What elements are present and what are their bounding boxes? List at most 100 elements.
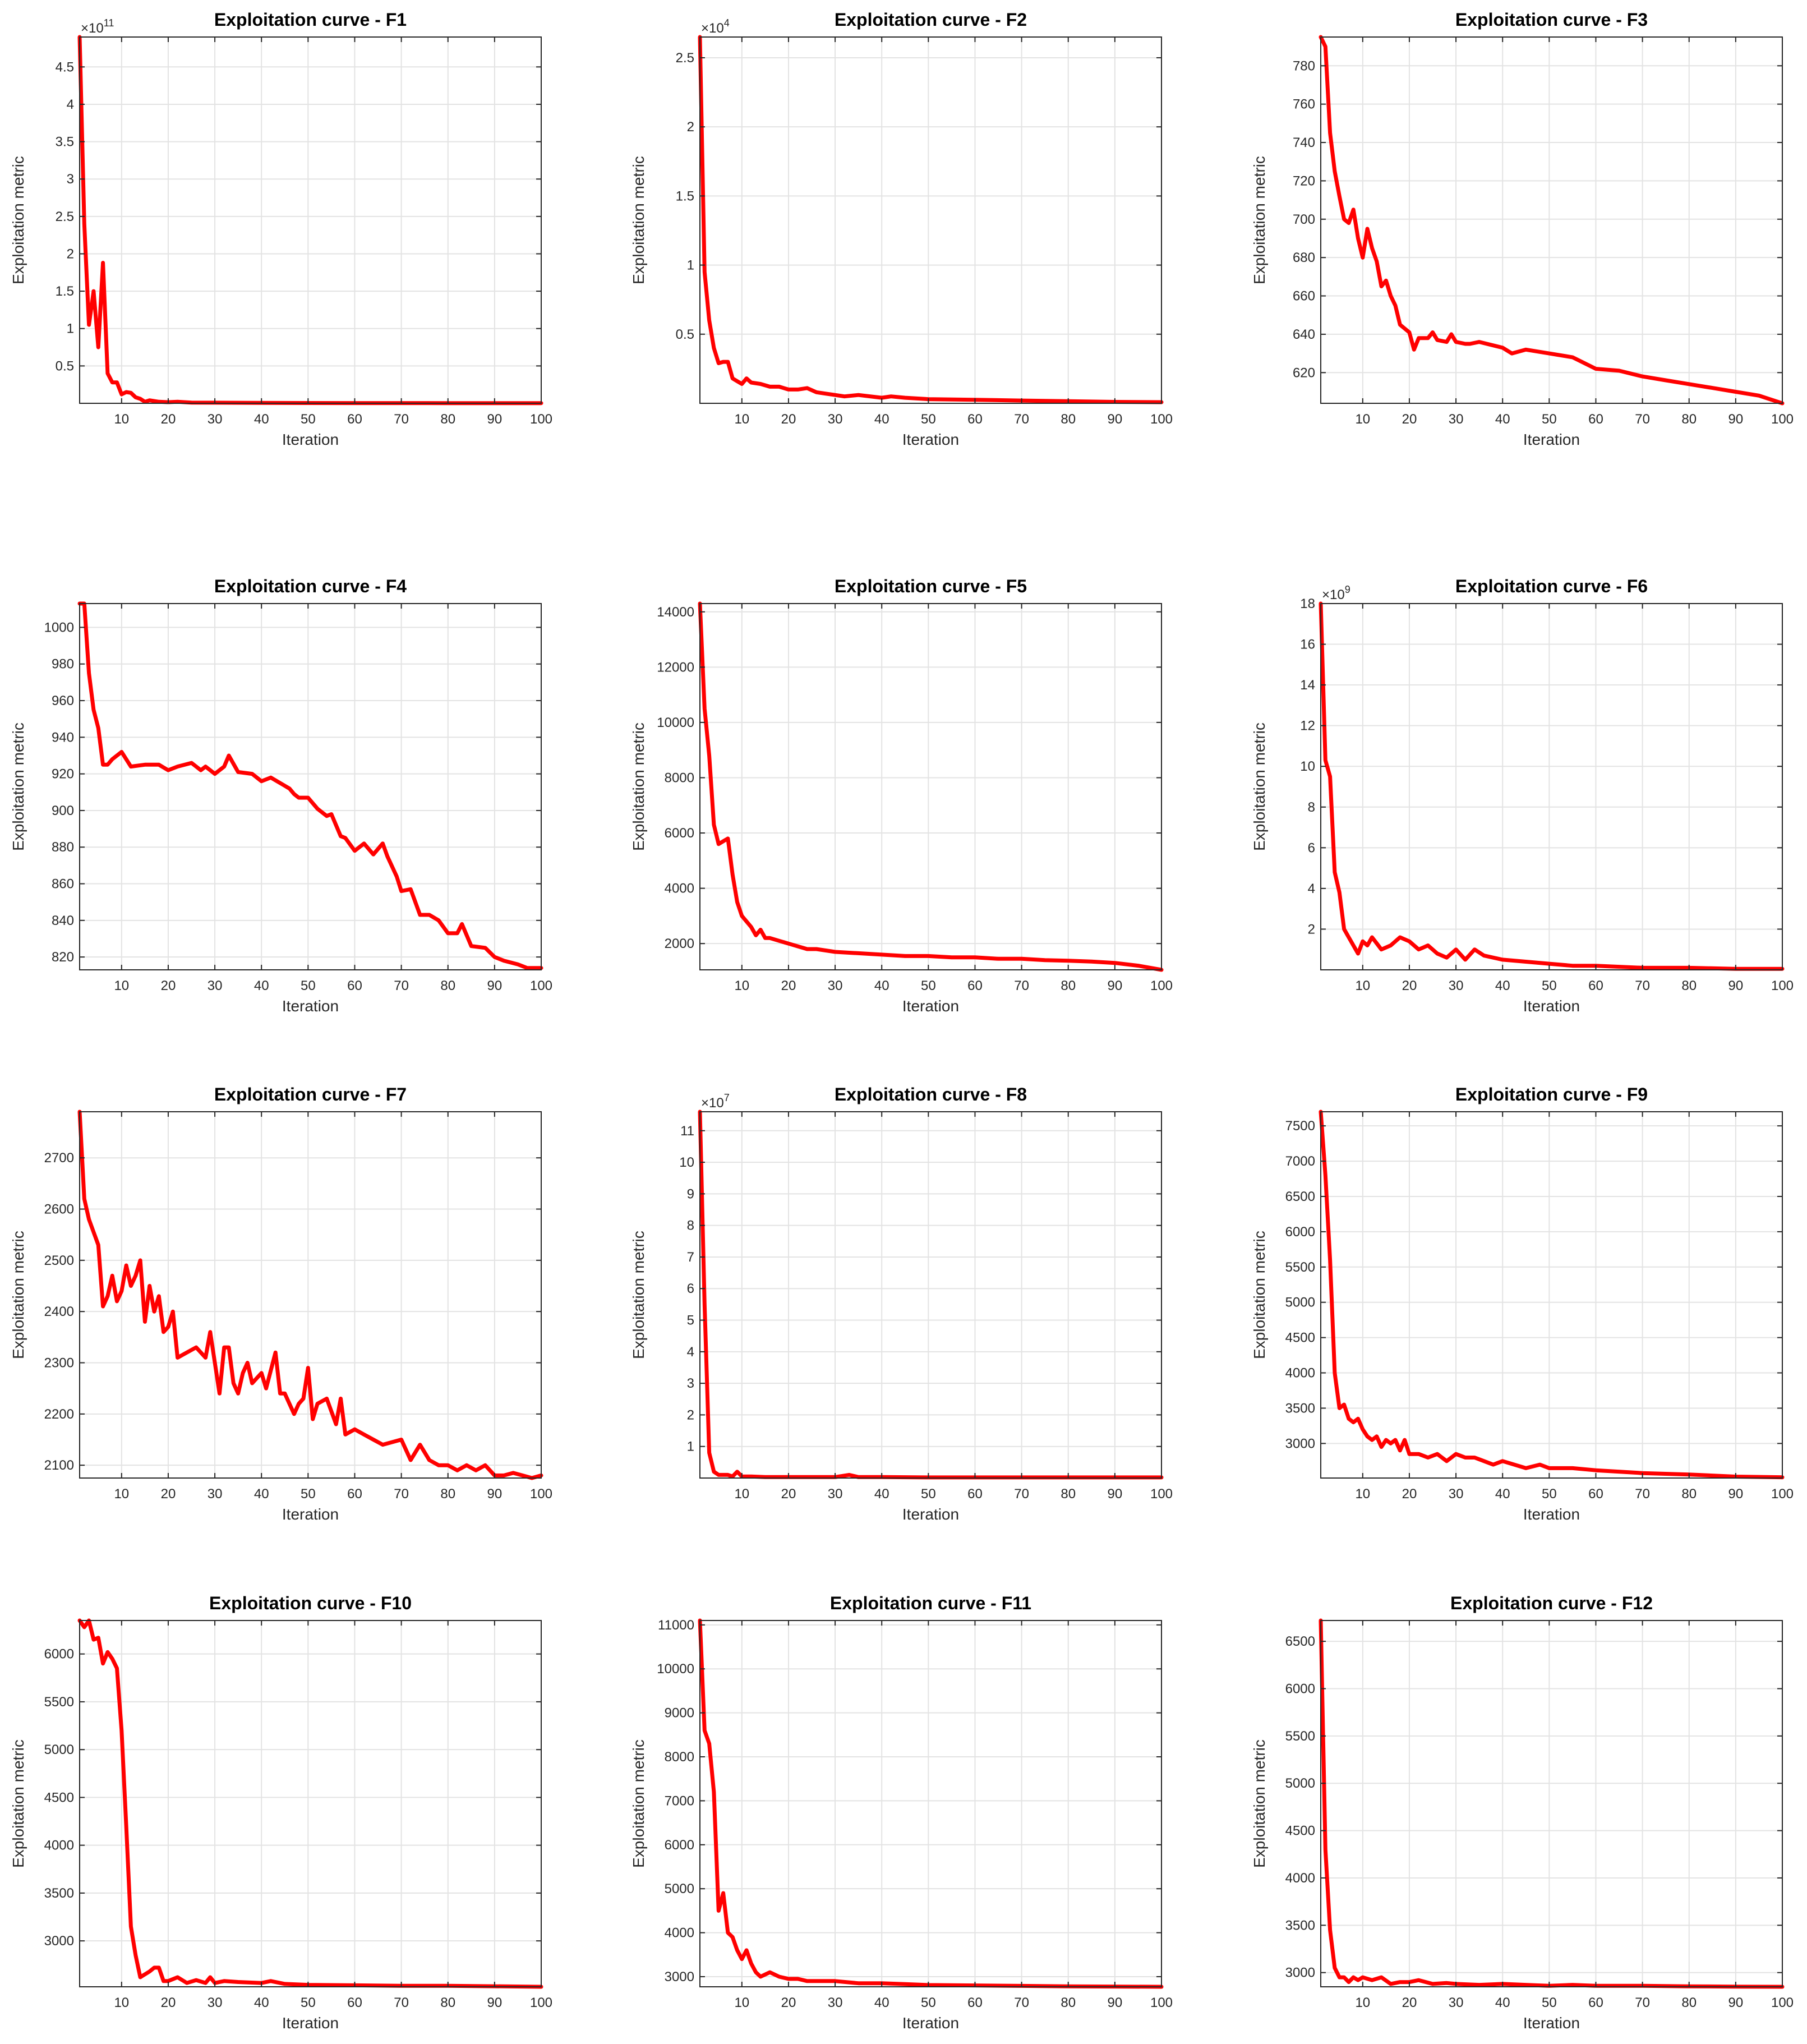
x-tick-label: 100 xyxy=(1150,978,1173,993)
x-tick-label: 60 xyxy=(1588,1486,1603,1502)
y-axis-label: Exploitation metric xyxy=(630,1739,647,1868)
series-line xyxy=(1319,35,1785,406)
plot-area xyxy=(700,37,1161,403)
y-tick-label: 3000 xyxy=(1285,1436,1315,1451)
chart-f7: 10 20 30 40 50 60 70 80 90 100 2100 2200 2300 2400 250… xyxy=(10,1084,552,1523)
x-tick-label: 20 xyxy=(161,1486,176,1502)
x-tick-label: 50 xyxy=(301,412,316,427)
x-tick-label: 50 xyxy=(301,1995,316,2010)
x-tick-label: 60 xyxy=(1588,1995,1603,2010)
x-tick-label: 100 xyxy=(1150,1486,1173,1502)
y-tick-label: 6000 xyxy=(1285,1681,1315,1696)
x-tick-label: 80 xyxy=(1681,978,1697,993)
y-tick-label: 780 xyxy=(1293,58,1315,73)
x-tick-label: 70 xyxy=(1635,412,1650,427)
x-tick-label: 70 xyxy=(1014,412,1029,427)
y-tick-label: 3.5 xyxy=(56,135,74,150)
y-axis-label: Exploitation metric xyxy=(1251,722,1268,851)
chart-title: Exploitation curve - F9 xyxy=(1455,1084,1648,1104)
y-tick-label: 2200 xyxy=(44,1407,74,1422)
x-tick-label: 40 xyxy=(874,1995,889,2010)
x-tick-label: 20 xyxy=(1402,1486,1417,1502)
x-tick-label: 100 xyxy=(530,1486,552,1502)
plot-area xyxy=(80,1112,541,1478)
x-tick-label: 70 xyxy=(1014,1486,1029,1502)
y-tick-label: 4500 xyxy=(44,1790,74,1805)
x-tick-label: 80 xyxy=(440,1995,455,2010)
x-tick-label: 100 xyxy=(530,1995,552,2010)
chart-title: Exploitation curve - F1 xyxy=(214,10,407,30)
y-tick-label: 2500 xyxy=(44,1253,74,1268)
plot-area xyxy=(1321,604,1782,970)
y-tick-label: 2300 xyxy=(44,1356,74,1371)
x-tick-label: 80 xyxy=(1061,1486,1076,1502)
y-tick-label: 3000 xyxy=(44,1933,74,1949)
x-tick-label: 30 xyxy=(1449,412,1464,427)
axes-box xyxy=(79,1620,542,1987)
y-tick-label: 14 xyxy=(1300,678,1315,693)
x-tick-label: 40 xyxy=(1495,978,1510,993)
y-tick-label: 4 xyxy=(67,97,74,112)
x-tick-label: 60 xyxy=(347,1995,362,2010)
series-line xyxy=(1319,601,1785,971)
y-tick-label: 5000 xyxy=(1285,1776,1315,1791)
x-axis-label: Iteration xyxy=(1523,1506,1580,1523)
x-tick-label: 80 xyxy=(440,412,455,427)
axes-box xyxy=(699,603,1162,970)
chart-title: Exploitation curve - F5 xyxy=(835,576,1027,596)
chart-f9: 10 20 30 40 50 60 70 80 90 100 3000 3500 4000 4500 500… xyxy=(1251,1084,1794,1523)
axes-box xyxy=(1320,1620,1783,1987)
y-tick-label: 840 xyxy=(52,913,74,928)
chart-f11: 10 20 30 40 50 60 70 80 90 100 3000 4000 5000 6000 700… xyxy=(630,1593,1173,2032)
y-tick-label: 8 xyxy=(687,1218,694,1233)
y-axis-label: Exploitation metric xyxy=(10,1739,27,1868)
x-tick-label: 20 xyxy=(161,978,176,993)
x-tick-label: 40 xyxy=(254,978,269,993)
chart-f4: 10 20 30 40 50 60 70 80 90 100 820 840 860 880 900 920 9… xyxy=(10,576,552,1015)
y-tick-label: 12 xyxy=(1300,719,1315,734)
y-tick-label: 720 xyxy=(1293,173,1315,188)
y-tick-label: 10000 xyxy=(657,715,694,730)
x-tick-label: 10 xyxy=(734,1995,749,2010)
x-tick-label: 60 xyxy=(967,978,983,993)
y-tick-label: 8000 xyxy=(665,1750,694,1765)
y-tick-label: 10000 xyxy=(657,1661,694,1677)
x-tick-label: 10 xyxy=(1355,1995,1370,2010)
x-tick-label: 70 xyxy=(394,1486,409,1502)
y-tick-label: 5000 xyxy=(44,1742,74,1757)
x-tick-label: 10 xyxy=(114,1995,129,2010)
y-tick-label: 640 xyxy=(1293,327,1315,342)
x-tick-label: 20 xyxy=(781,1995,796,2010)
axes-box xyxy=(699,1111,1162,1479)
y-tick-label: 2600 xyxy=(44,1202,74,1217)
x-axis-label: Iteration xyxy=(282,1506,339,1523)
y-tick-label: 6000 xyxy=(1285,1224,1315,1240)
x-tick-label: 90 xyxy=(487,978,503,993)
y-tick-label: 7500 xyxy=(1285,1118,1315,1134)
x-tick-label: 30 xyxy=(208,1486,223,1502)
x-tick-label: 50 xyxy=(1542,412,1557,427)
chart-f8: 10 20 30 40 50 60 70 80 90 100 1 2 3 4 5 6 7 8 9 10 11 ×107 Ex… xyxy=(630,1084,1173,1523)
y-axis-label: Exploitation metric xyxy=(10,1231,27,1359)
x-tick-label: 20 xyxy=(1402,1995,1417,2010)
x-tick-label: 60 xyxy=(1588,978,1603,993)
x-tick-label: 100 xyxy=(530,978,552,993)
x-tick-label: 30 xyxy=(208,1995,223,2010)
y-tick-label: 11000 xyxy=(658,1618,694,1633)
y-axis-label: Exploitation metric xyxy=(630,722,647,851)
series-line xyxy=(1319,1110,1785,1480)
x-tick-label: 80 xyxy=(1681,1486,1697,1502)
x-tick-label: 100 xyxy=(530,412,552,427)
y-tick-label: 740 xyxy=(1293,135,1315,150)
y-exponent-label: ×1011 xyxy=(81,17,114,36)
x-tick-label: 70 xyxy=(1635,978,1650,993)
axes-box xyxy=(699,36,1162,404)
axes-box xyxy=(1320,603,1783,970)
chart-f10: 10 20 30 40 50 60 70 80 90 100 3000 3500 4000 4500 500… xyxy=(10,1593,552,2032)
x-tick-label: 80 xyxy=(1061,978,1076,993)
y-tick-label: 5000 xyxy=(1285,1295,1315,1310)
plot-area xyxy=(1321,1112,1782,1478)
x-tick-label: 70 xyxy=(394,412,409,427)
y-tick-label: 4 xyxy=(1308,881,1315,896)
y-tick-label: 8 xyxy=(1308,800,1315,815)
